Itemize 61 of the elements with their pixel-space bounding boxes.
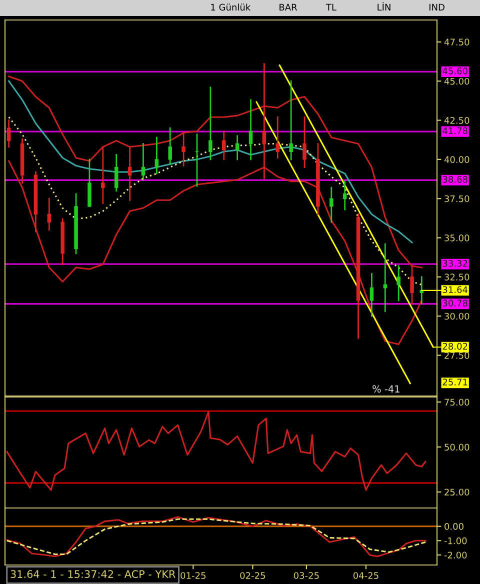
y-tick-label: 35.00 [444,234,470,242]
y-tick-label: 0.00 [444,523,464,530]
y-tick-label: 30.00 [444,312,470,320]
candlestick [410,265,414,304]
text: LİN [378,2,390,10]
candlestick [168,127,172,165]
candlestick [182,132,186,166]
candlestick [235,135,240,160]
x-tick-label: 04-25 [353,572,378,579]
candlestick [370,273,374,317]
text: 1 Günlük [211,4,251,11]
candlestick [6,120,11,148]
candlestick [342,180,347,210]
y-tick-label: 40.00 [444,156,470,163]
candlestick [208,86,212,160]
text: TL [326,4,336,10]
y-tick-label: 47.50 [444,38,470,46]
x-tick-label: 01-25 [180,572,206,579]
candlestick [47,198,52,231]
candlestick [289,80,293,160]
x-tick-label: 03-25 [294,572,319,579]
ref-line-label: 33.32 [442,260,468,267]
ref-line-label: 38.68 [442,176,468,183]
candlestick [302,116,306,168]
y-tick-label: 25.00 [444,488,470,496]
line-series [6,410,426,491]
y-tick-label: -1.00 [444,537,467,544]
text: IND [430,4,444,10]
annotation: 31.64 [442,286,468,294]
y-tick-label: 27.50 [444,352,470,359]
line-series [8,160,422,346]
candlestick [141,143,146,180]
y-tick-label: -2.00 [444,552,467,559]
y-tick-label: 37.50 [444,195,470,202]
candlestick [262,63,266,179]
annotation: 28.02 [442,342,468,350]
line-series [8,80,413,244]
text: BAR [280,4,298,10]
candlestick [396,265,400,302]
candlestick [248,99,253,160]
y-tick-label: 32.50 [444,274,470,280]
y-tick-label: 42.50 [444,116,470,124]
y-tick-label: 50.00 [444,444,470,451]
candlestick [276,116,280,159]
ref-line-label: 45.60 [442,67,468,74]
x-tick-label: 02-25 [240,572,266,579]
candlestick [128,146,132,201]
ref-line-label: 30.78 [442,300,468,306]
candlestick [330,186,334,223]
line-series [8,76,422,268]
candlestick [114,154,118,192]
annotation: % -41 [372,385,400,393]
candlestick [222,130,226,160]
text: 31.64 - 1 - 15:37:42 - ACP - YKR [10,570,176,578]
candlestick [154,136,159,174]
candlestick [101,146,105,204]
text: 25.71 [442,378,468,386]
candlestick [88,158,92,208]
y-tick-label: 45.00 [444,78,470,85]
y-tick-label: 75.00 [444,398,470,406]
ref-line-label: 41.78 [442,127,468,134]
